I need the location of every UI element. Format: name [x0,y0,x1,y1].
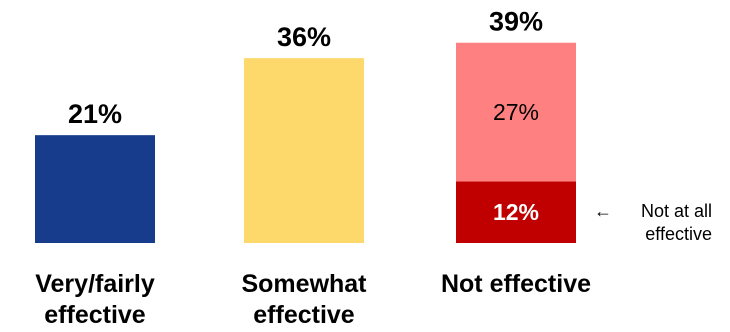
category-label: effective [253,301,355,329]
category-label: Somewhat [241,270,367,298]
bar-3-segment-1 [456,181,576,243]
bar-1-segment-1 [35,135,155,243]
annotation-label: Not at all [641,201,712,221]
total-label-1: 21% [68,99,122,129]
category-label: Very/fairly [35,270,155,298]
segment-label: 12% [493,199,539,225]
segment-label: 27% [493,99,539,125]
bar-3-segment-2 [456,42,576,182]
category-label: effective [44,301,146,329]
bar-2-segment-1 [244,58,364,243]
total-label-3: 39% [489,7,543,37]
arrow-left-icon: ← [594,201,612,221]
category-label: Not effective [441,270,591,298]
annotation-label: effective [645,224,712,244]
total-label-2: 36% [277,22,331,52]
